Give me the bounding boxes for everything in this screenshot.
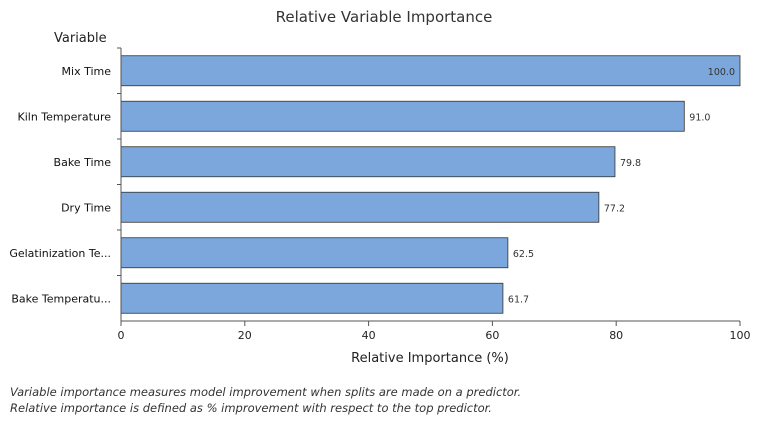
x-tick-label: 80 <box>609 329 623 342</box>
footnote-line-2: Relative importance is defined as % impr… <box>10 401 492 415</box>
bar <box>120 55 741 87</box>
bar <box>120 146 616 178</box>
bar <box>120 282 504 314</box>
category-label: Kiln Temperature <box>18 110 112 123</box>
x-tick-label: 0 <box>118 329 125 342</box>
bar <box>120 237 509 269</box>
x-axis-title: Relative Importance (%) <box>351 351 509 366</box>
bars-layer: Mix Time 100.0 Kiln Temperature 91.0 Bake Ti… <box>9 55 741 314</box>
bar <box>120 191 600 223</box>
data-label: 100.0 <box>708 67 735 78</box>
ticks-layer: 0 20 40 60 80 100 <box>117 47 751 342</box>
category-label: Mix Time <box>62 65 112 78</box>
chart: Relative Variable Importance Variable Mi… <box>9 8 751 366</box>
x-tick-label: 60 <box>485 329 499 342</box>
data-label: 77.2 <box>604 203 625 214</box>
chart-title: Relative Variable Importance <box>276 8 493 26</box>
category-label: Dry Time <box>61 201 111 214</box>
bar <box>120 100 685 132</box>
x-tick-label: 40 <box>362 329 376 342</box>
x-tick-label: 20 <box>238 329 252 342</box>
category-label: Gelatinization Te... <box>9 247 111 260</box>
data-label: 61.7 <box>508 294 529 305</box>
category-label: Bake Temperatu... <box>11 292 111 305</box>
category-label: Bake Time <box>54 156 112 169</box>
x-tick-label: 100 <box>730 329 751 342</box>
data-label: 79.8 <box>620 158 641 169</box>
footnote-line-1: Variable importance measures model impro… <box>10 385 522 399</box>
y-axis-title: Variable <box>54 31 107 46</box>
data-label: 91.0 <box>689 112 710 123</box>
data-label: 62.5 <box>513 249 534 260</box>
